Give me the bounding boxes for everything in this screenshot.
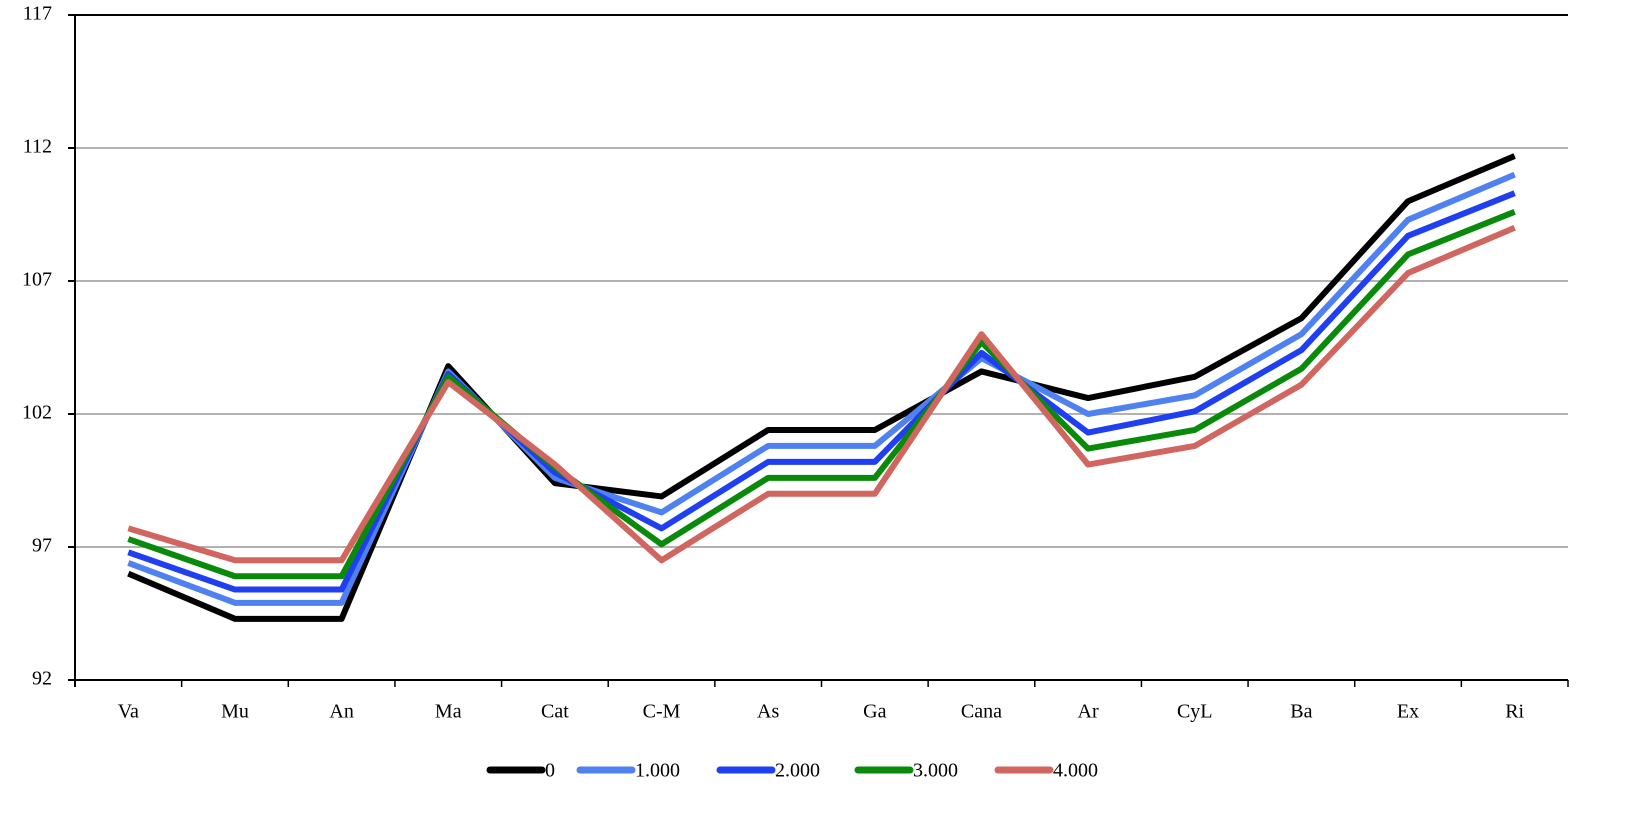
x-tick-label: Ri bbox=[1505, 701, 1524, 723]
x-tick-label: Ga bbox=[863, 701, 886, 723]
series-line bbox=[127, 153, 1516, 622]
series-line bbox=[127, 225, 1516, 564]
series-line bbox=[127, 190, 1516, 593]
series-line bbox=[127, 171, 1516, 606]
legend-label: 0 bbox=[545, 760, 555, 782]
x-tick-label: Ma bbox=[435, 701, 462, 723]
series-line bbox=[127, 209, 1516, 580]
legend-label: 1.000 bbox=[635, 760, 680, 782]
x-tick-label: Mu bbox=[221, 701, 249, 723]
y-tick-label: 117 bbox=[23, 3, 52, 25]
x-tick-label: Ar bbox=[1078, 701, 1099, 723]
y-tick-label: 97 bbox=[32, 535, 52, 557]
x-tick-label: As bbox=[757, 701, 779, 723]
legend-label: 2.000 bbox=[775, 760, 820, 782]
y-tick-label: 102 bbox=[22, 402, 52, 424]
y-tick-label: 92 bbox=[32, 668, 52, 690]
x-tick-label: Va bbox=[118, 701, 139, 723]
x-tick-label: Ba bbox=[1290, 701, 1312, 723]
legend-label: 4.000 bbox=[1053, 760, 1098, 782]
x-tick-label: Cat bbox=[541, 701, 569, 723]
y-tick-label: 107 bbox=[22, 269, 52, 291]
y-tick-label: 112 bbox=[23, 136, 52, 158]
x-tick-label: An bbox=[329, 701, 353, 723]
x-tick-label: CyL bbox=[1177, 701, 1213, 723]
legend-label: 3.000 bbox=[913, 760, 958, 782]
x-tick-label: Cana bbox=[961, 701, 1002, 723]
x-tick-label: C-M bbox=[643, 701, 681, 723]
x-tick-label: Ex bbox=[1397, 701, 1419, 723]
